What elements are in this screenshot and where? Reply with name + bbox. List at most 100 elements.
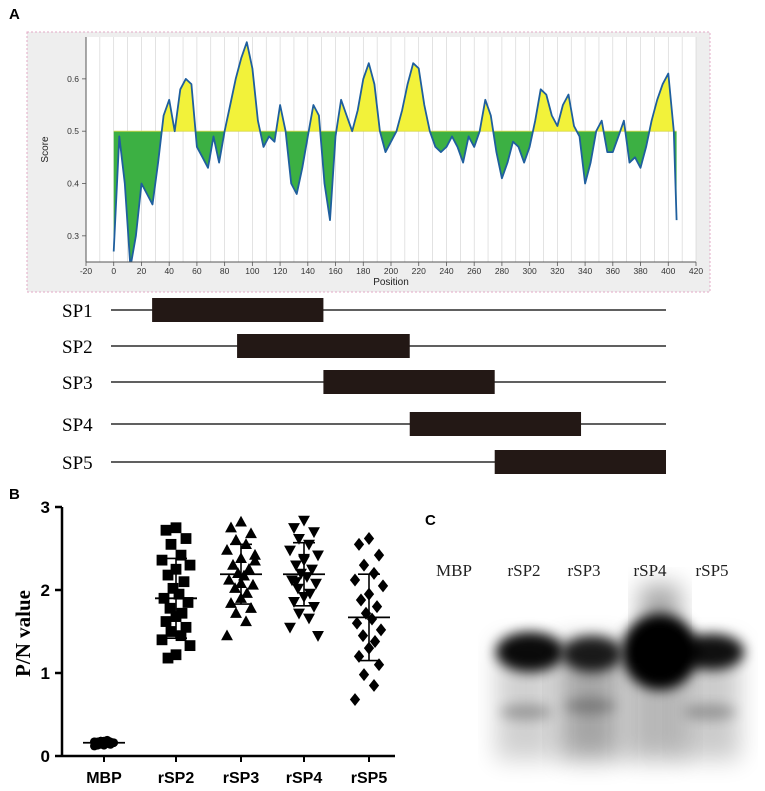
chart-a-x-tick-label: 40	[164, 266, 174, 276]
data-point	[167, 582, 179, 594]
chart-b-series-rsp2	[155, 522, 197, 664]
chart-b-x-tick-label: MBP	[86, 770, 122, 787]
blot-lower-band	[564, 698, 616, 714]
data-point	[351, 616, 363, 630]
data-point	[284, 622, 296, 634]
data-point	[371, 600, 383, 614]
blot-lane-label-rsp5: rSP5	[695, 561, 728, 580]
data-point	[308, 602, 320, 613]
chart-b-y-tick-label: 2	[41, 581, 50, 600]
data-point	[312, 550, 324, 562]
chart-a-x-label: Position	[373, 277, 409, 288]
data-point	[221, 629, 233, 641]
data-point	[229, 582, 241, 593]
blot-upper-smear	[640, 585, 680, 645]
data-point	[245, 602, 257, 613]
data-point	[164, 602, 176, 614]
peptide-label-sp1: SP1	[62, 301, 93, 322]
chart-a-x-tick-label: 140	[301, 266, 315, 276]
blot-band-rsp3	[562, 636, 622, 672]
data-point	[353, 649, 365, 663]
chart-a-area-above	[161, 42, 674, 132]
data-point	[175, 549, 187, 561]
chart-b-y-tick-label: 3	[41, 498, 50, 517]
chart-a-x-tick-label: 260	[467, 266, 481, 276]
chart-a-score-line	[112, 41, 678, 262]
chart-a-x-tick-label: 340	[578, 266, 592, 276]
chart-a-x-tick-label: 280	[495, 266, 509, 276]
data-point	[284, 545, 296, 557]
chart-a-x-tick-label: 320	[550, 266, 564, 276]
chart-a-x-tick-label: 360	[606, 266, 620, 276]
data-point	[308, 527, 320, 539]
chart-a-x-tick-label: 200	[384, 266, 398, 276]
data-point	[243, 563, 255, 574]
data-point	[290, 560, 302, 572]
peptide-label-sp4: SP4	[62, 415, 93, 436]
data-point	[170, 649, 182, 661]
data-point	[312, 631, 324, 642]
data-point	[184, 640, 196, 652]
data-point	[373, 658, 385, 672]
chart-b-series-mbp	[83, 735, 125, 751]
chart-a-x-tick-label: 160	[328, 266, 342, 276]
data-point	[178, 576, 190, 588]
data-point	[358, 668, 370, 682]
peptide-segment-sp5	[494, 450, 666, 474]
panel-b-label: B	[9, 486, 20, 503]
chart-a-y-tick-label: 0.6	[67, 74, 79, 84]
chart-a-x-tick-label: 300	[523, 266, 537, 276]
panel-a-label: A	[9, 6, 20, 23]
data-point	[375, 623, 387, 637]
data-point	[180, 533, 192, 544]
peptide-label-sp3: SP3	[62, 373, 93, 394]
data-point	[230, 533, 242, 545]
chart-a-y-tick-label: 0.3	[67, 231, 79, 241]
data-point	[227, 558, 239, 570]
data-point	[355, 593, 367, 607]
data-point	[230, 607, 242, 618]
data-point	[249, 554, 261, 566]
blot-band-rsp2	[496, 632, 564, 672]
blot-lane-label-mbp: MBP	[436, 561, 472, 580]
data-point	[363, 532, 375, 546]
data-point	[160, 524, 172, 536]
data-point	[235, 515, 247, 527]
data-point	[162, 569, 174, 581]
chart-b-x-tick-label: rSP4	[286, 770, 323, 787]
chart-a-y-tick-label: 0.5	[67, 126, 79, 136]
panel-c-label: C	[425, 512, 436, 529]
data-point	[225, 521, 237, 533]
data-point	[358, 558, 370, 572]
data-point	[293, 608, 305, 620]
data-point	[247, 578, 259, 590]
blot-lane-label-rsp2: rSP2	[507, 561, 540, 580]
data-point	[221, 543, 233, 555]
data-point	[176, 607, 188, 619]
data-point	[165, 538, 177, 550]
chart-a-fills	[112, 41, 678, 262]
peptide-segment-sp4	[409, 412, 582, 436]
chart-b-series-rsp5	[348, 532, 390, 707]
chart-a-x-tick-label: 420	[689, 266, 703, 276]
data-point	[225, 597, 237, 608]
blot-lanes	[496, 585, 744, 760]
data-point	[310, 578, 322, 590]
data-point	[182, 597, 194, 608]
chart-a-x-tick-label: 240	[439, 266, 453, 276]
blot-lower-band	[684, 704, 736, 720]
peptide-segment-sp1	[152, 298, 324, 322]
data-point	[368, 678, 380, 692]
blot-band-rsp5	[680, 634, 744, 670]
data-point	[377, 579, 389, 593]
data-point	[349, 573, 361, 587]
data-point	[173, 588, 185, 600]
data-point	[180, 621, 192, 633]
chart-a-x-tick-label: 60	[192, 266, 202, 276]
data-point	[156, 634, 168, 646]
data-point	[170, 522, 182, 534]
chart-b-y-tick-label: 0	[41, 747, 50, 766]
